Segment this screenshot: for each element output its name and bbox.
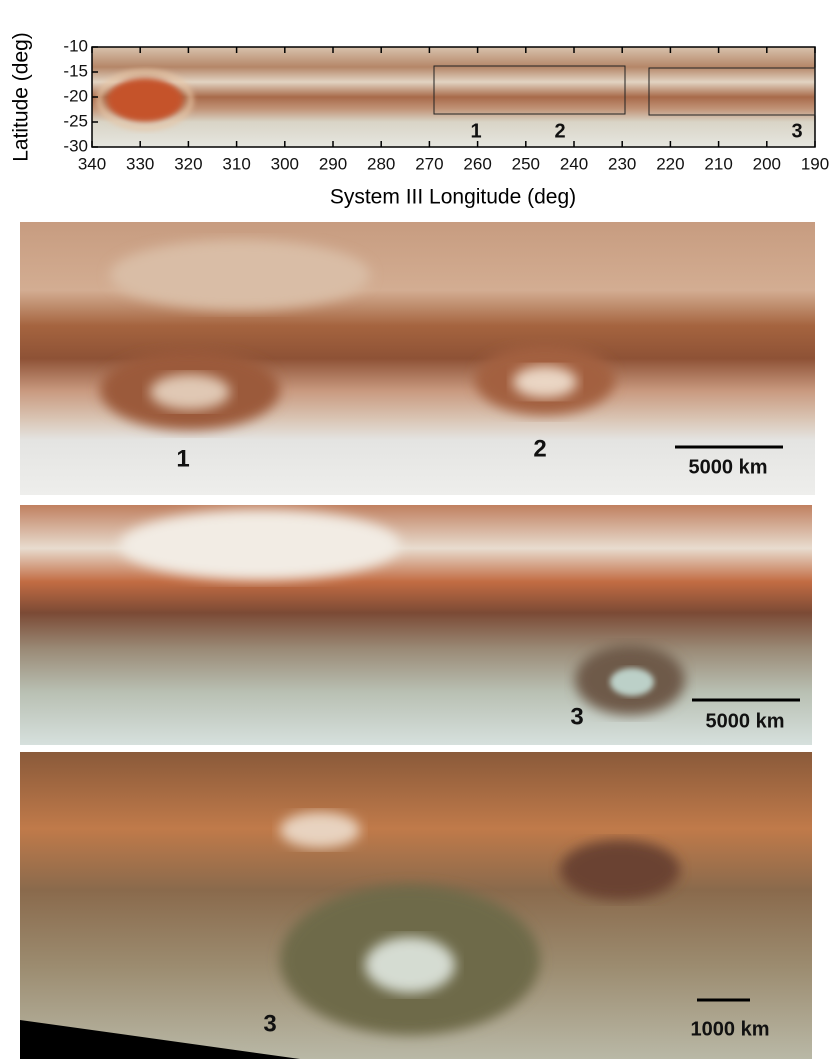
- x-tick-label: 240: [560, 154, 588, 173]
- x-tick-label: 320: [174, 154, 202, 173]
- feature-label: 2: [533, 435, 546, 462]
- x-tick-label: 220: [656, 154, 684, 173]
- y-tick-label: -25: [63, 111, 88, 130]
- image-panel: [20, 505, 812, 745]
- x-tick-label: 310: [222, 154, 250, 173]
- y-tick-label: -20: [63, 86, 88, 105]
- feature-label: 3: [570, 703, 583, 730]
- x-tick-label: 190: [801, 154, 829, 173]
- x-tick-label: 270: [415, 154, 443, 173]
- x-tick-label: 260: [463, 154, 491, 173]
- x-tick-label: 330: [126, 154, 154, 173]
- page: 1 2 3 System III Longitude (deg) Latitud…: [0, 0, 840, 1059]
- y-tick-label: -30: [63, 136, 88, 155]
- x-tick-label: 200: [753, 154, 781, 173]
- x-tick-label: 250: [512, 154, 540, 173]
- feature-label: 3: [263, 1010, 276, 1037]
- feature-label: 1: [470, 120, 481, 142]
- x-tick-label: 230: [608, 154, 636, 173]
- feature-label: 3: [791, 120, 802, 142]
- feature-label: 1: [176, 445, 189, 472]
- y-tick-label: -10: [63, 36, 88, 55]
- figure: 1 2 3 System III Longitude (deg) Latitud…: [0, 0, 840, 1059]
- image-panel: [20, 752, 812, 1059]
- y-axis-label: Latitude (deg): [10, 32, 33, 162]
- x-axis-label: System III Longitude (deg): [330, 186, 576, 209]
- image-panel: [20, 222, 815, 495]
- x-tick-label: 300: [271, 154, 299, 173]
- y-tick-label: -15: [63, 61, 88, 80]
- x-tick-label: 340: [78, 154, 106, 173]
- x-tick-label: 210: [704, 154, 732, 173]
- x-tick-label: 290: [319, 154, 347, 173]
- x-tick-label: 280: [367, 154, 395, 173]
- overview-image: [92, 47, 815, 147]
- feature-label: 2: [554, 120, 565, 142]
- scale-label: 5000 km: [706, 710, 785, 732]
- scale-label: 5000 km: [689, 456, 768, 478]
- scale-label: 1000 km: [691, 1018, 770, 1040]
